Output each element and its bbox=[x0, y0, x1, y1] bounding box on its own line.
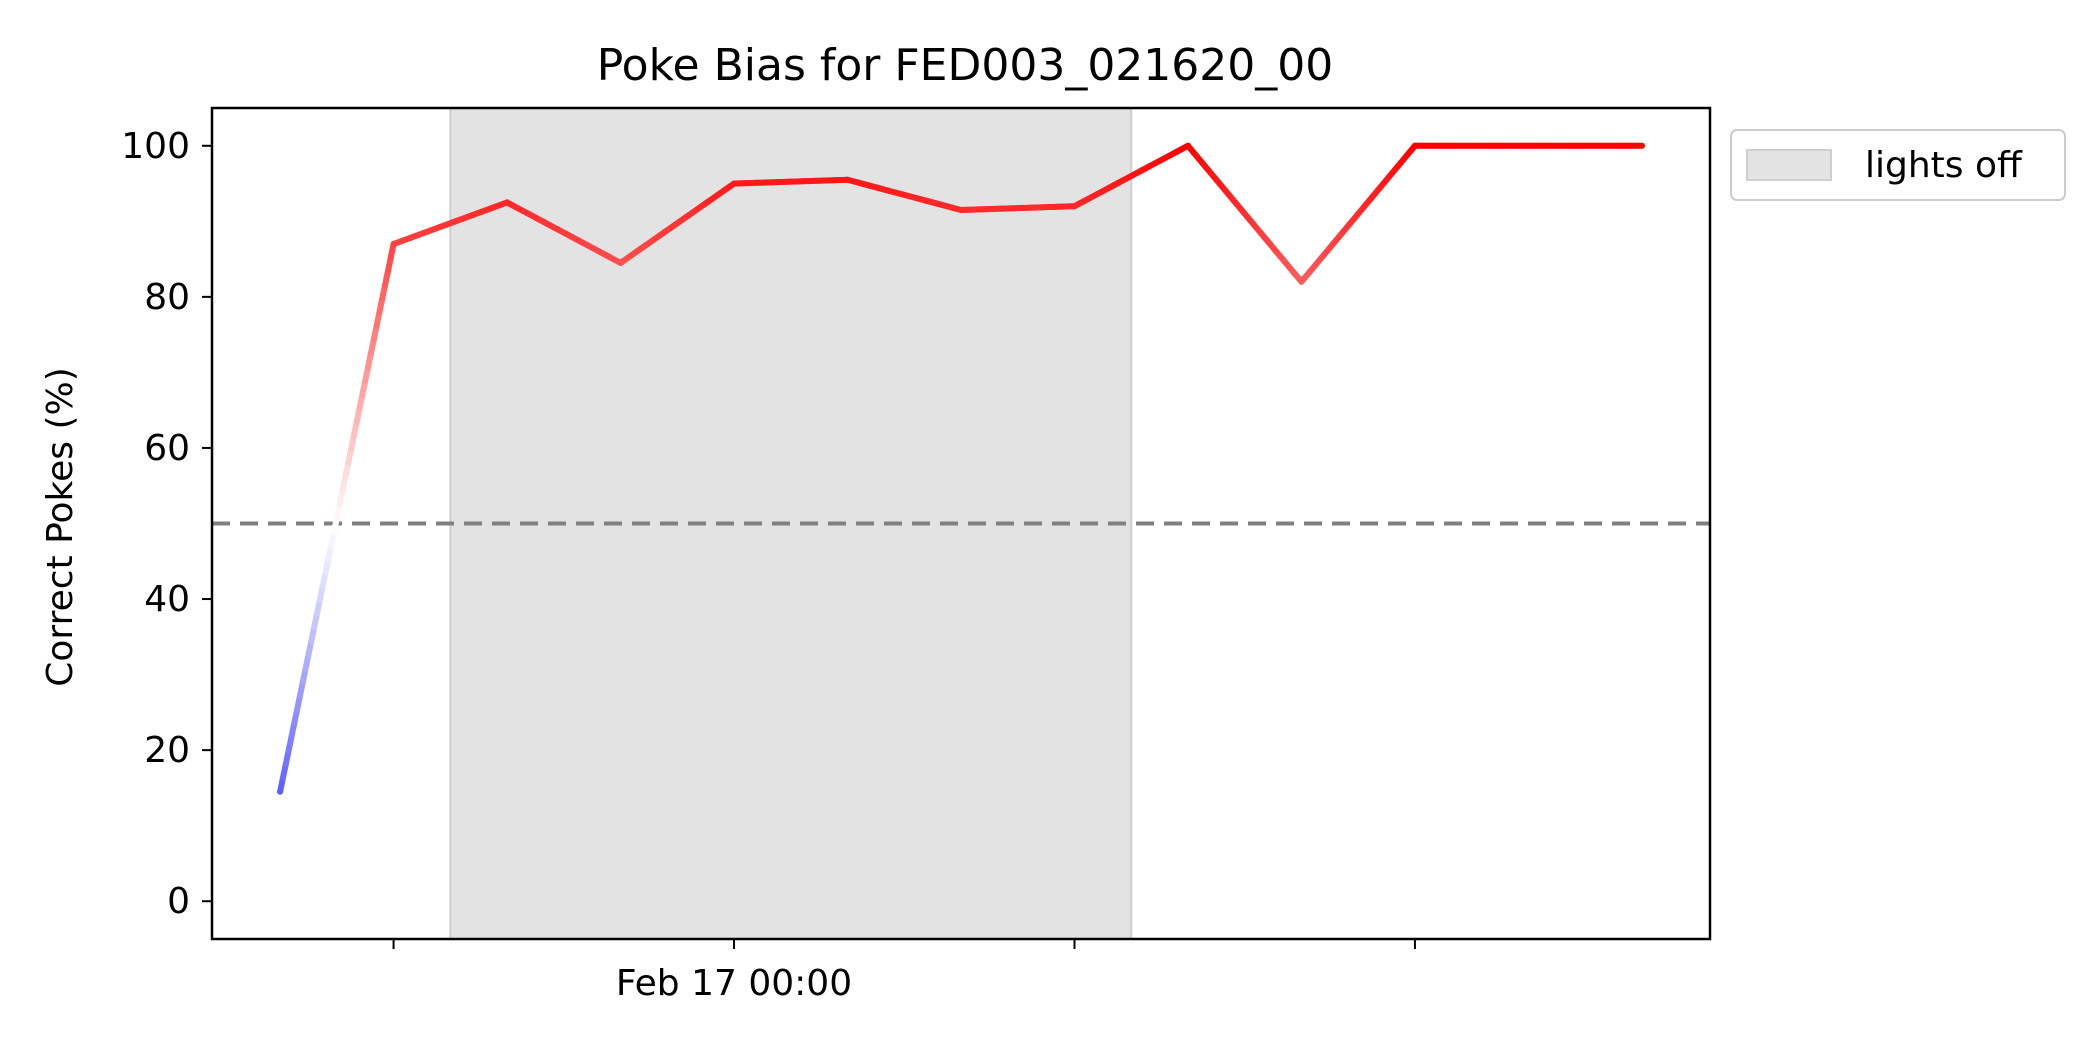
data-point bbox=[1638, 142, 1645, 149]
data-point bbox=[1184, 142, 1191, 149]
data-point bbox=[1071, 203, 1078, 210]
y-tick-label: 100 bbox=[121, 126, 190, 167]
data-point bbox=[731, 180, 738, 187]
data-point bbox=[390, 240, 397, 247]
y-tick-label: 0 bbox=[167, 881, 190, 922]
y-tick-label: 60 bbox=[144, 428, 190, 469]
legend-box bbox=[1730, 129, 2066, 201]
data-point bbox=[617, 259, 624, 266]
data-point bbox=[958, 206, 964, 213]
legend: lights off bbox=[1730, 129, 2066, 201]
legend-swatch bbox=[1746, 149, 1832, 181]
plot-area: 0 20 40 60 80 100 Feb 17 00:00 bbox=[121, 106, 1712, 1004]
chart-title: Poke Bias for FED003_021620_00 bbox=[597, 40, 1334, 91]
data-point bbox=[277, 788, 284, 795]
data-point bbox=[504, 199, 511, 206]
axes-frame bbox=[210, 106, 1712, 941]
legend-label: lights off bbox=[1865, 145, 2023, 186]
data-point bbox=[1525, 142, 1532, 149]
data-point bbox=[1298, 278, 1305, 285]
y-tick-label: 40 bbox=[144, 579, 190, 620]
data-point bbox=[844, 176, 851, 183]
y-axis-label: Correct Pokes (%) bbox=[40, 367, 81, 687]
data-point bbox=[1411, 142, 1418, 149]
y-tick-label: 80 bbox=[144, 277, 190, 318]
y-tick-label: 20 bbox=[144, 730, 190, 771]
x-tick-label: Feb 17 00:00 bbox=[616, 963, 852, 1004]
